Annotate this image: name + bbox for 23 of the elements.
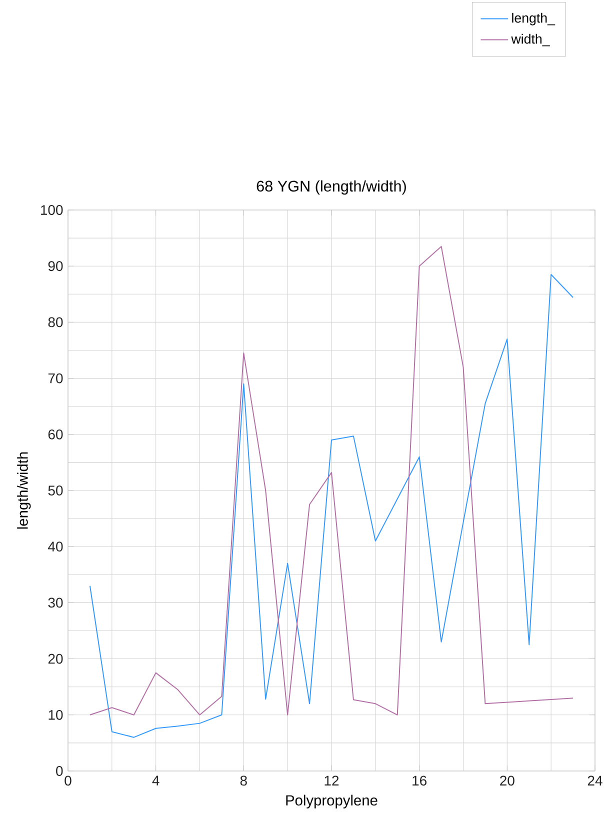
y-tick-label: 90 — [48, 261, 63, 272]
x-tick-label: 12 — [324, 776, 339, 786]
y-tick-label: 30 — [48, 598, 63, 608]
y-tick-label: 50 — [48, 486, 63, 496]
y-tick-label: 20 — [48, 654, 63, 664]
y-tick-label: 70 — [48, 373, 63, 384]
y-tick-label: 0 — [56, 766, 63, 776]
x-tick-label: 16 — [412, 776, 426, 786]
legend-label: width_ — [511, 34, 550, 46]
y-axis-title: length/width — [17, 452, 31, 529]
x-tick-label: 8 — [240, 776, 247, 786]
y-tick-label: 60 — [48, 429, 63, 440]
x-axis-title: Polypropylene — [286, 794, 378, 808]
x-tick-label: 20 — [500, 776, 514, 786]
y-tick-label: 10 — [48, 710, 63, 720]
x-tick-label: 24 — [588, 776, 602, 786]
y-tick-label: 80 — [48, 317, 63, 328]
y-tick-label: 40 — [48, 542, 63, 552]
x-tick-label: 0 — [64, 776, 72, 786]
y-tick-label: 100 — [40, 205, 63, 215]
legend-label: length_ — [512, 12, 556, 26]
x-tick-label: 4 — [152, 776, 160, 786]
chart-title: 68 YGN (length/width) — [256, 180, 406, 195]
